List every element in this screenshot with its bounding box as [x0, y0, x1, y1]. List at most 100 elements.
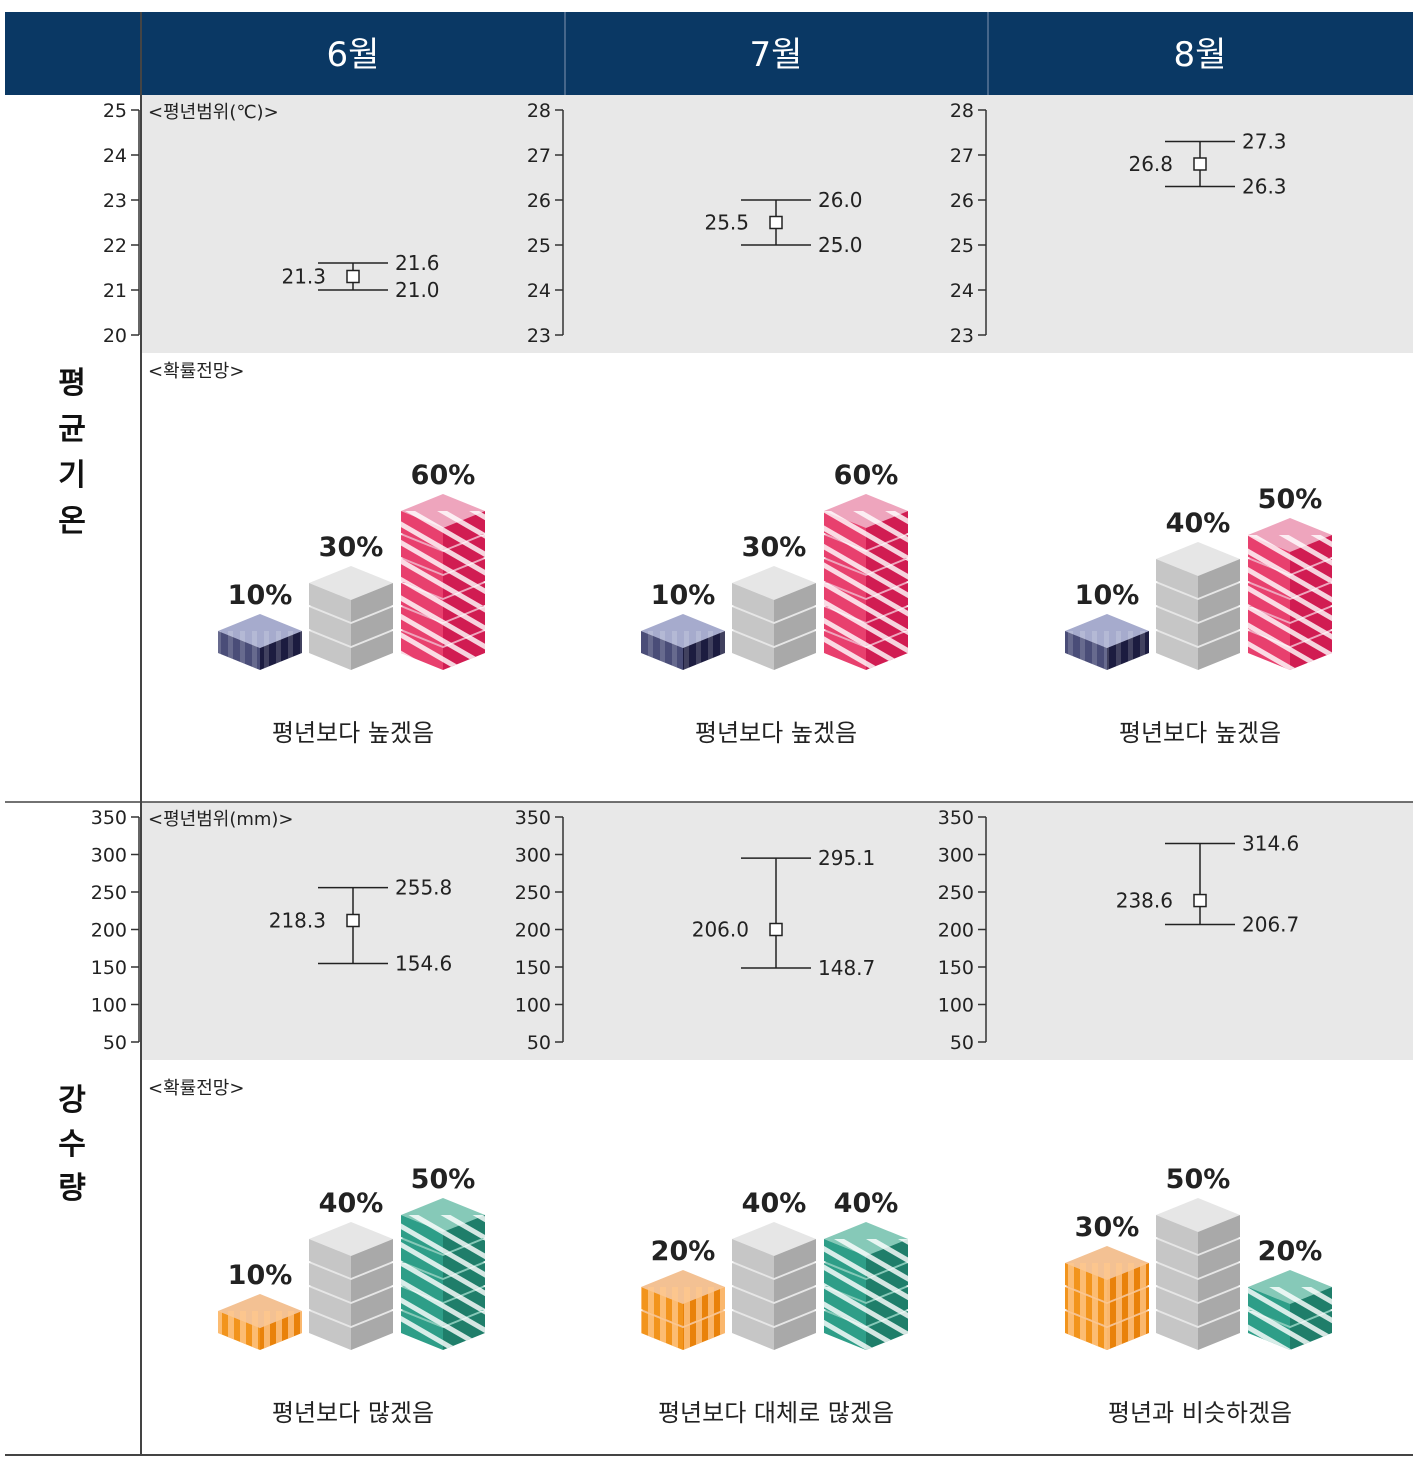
block-pattern	[1248, 631, 1332, 670]
block-pattern	[824, 607, 908, 646]
block-left-face	[732, 1311, 774, 1350]
prob-percent-label: 40%	[1166, 508, 1231, 539]
prob-percent-label: 40%	[834, 1188, 899, 1219]
block-right-face	[351, 631, 393, 670]
block-left-face	[1156, 1215, 1198, 1254]
block-pattern	[824, 583, 908, 622]
block-left-face	[732, 631, 774, 670]
block-pattern	[1065, 1263, 1149, 1302]
prob-percent-label: 40%	[319, 1188, 384, 1219]
prob-group-8	[1065, 518, 1332, 670]
block-right-face	[351, 1239, 393, 1278]
y-tick-label: 250	[91, 882, 127, 904]
range-high-label: 21.6	[395, 251, 440, 275]
block-right-face	[774, 631, 816, 670]
prob-percent-label: 50%	[1258, 484, 1323, 515]
y-tick-label: 250	[938, 882, 974, 904]
block-pattern	[401, 559, 485, 598]
block-pattern	[401, 583, 485, 622]
y-tick-label: 200	[938, 920, 974, 942]
block-left-face	[1156, 559, 1198, 598]
block-right-face	[351, 583, 393, 622]
y-tick-label: 24	[950, 280, 974, 302]
block-left-face	[732, 1287, 774, 1326]
block-pattern	[401, 511, 485, 550]
block-right-face	[774, 1311, 816, 1350]
y-tick-label: 100	[515, 995, 551, 1017]
block-pattern	[641, 1311, 725, 1350]
block-pattern	[824, 559, 908, 598]
prob-group-8	[1065, 1198, 1332, 1350]
block-pattern	[218, 1311, 302, 1350]
range-mean-marker	[1193, 893, 1207, 908]
header-bar	[5, 12, 1413, 95]
block-right-face	[774, 1263, 816, 1302]
month-header-8: 8월	[1174, 35, 1227, 75]
block-pattern	[1248, 535, 1332, 574]
block-right-face	[1198, 559, 1240, 598]
range-mean-label: 218.3	[269, 909, 326, 933]
block-pattern	[401, 1311, 485, 1350]
block-pattern	[1065, 1287, 1149, 1326]
y-tick-label: 200	[515, 920, 551, 942]
block-left-face	[309, 1239, 351, 1278]
block-right-face	[1198, 607, 1240, 646]
block-pattern	[1065, 1311, 1149, 1350]
precip-range-label: <평년범위(mm)>	[148, 809, 294, 830]
prob-summary-text: 평년보다 대체로 많겠음	[658, 1399, 894, 1427]
block-left-face	[732, 607, 774, 646]
block-pattern	[401, 1263, 485, 1302]
y-tick-label: 300	[938, 845, 974, 867]
block-right-face	[774, 1287, 816, 1326]
block-pattern	[824, 631, 908, 670]
block-left-face	[1156, 583, 1198, 622]
block-pattern	[1248, 1287, 1332, 1326]
block-pattern	[1248, 559, 1332, 598]
y-tick-label: 26	[950, 190, 974, 212]
block-right-face	[1198, 631, 1240, 670]
prob-summary-text: 평년보다 높겠음	[1119, 719, 1281, 747]
y-tick-label: 100	[938, 995, 974, 1017]
temp-prob-label: <확률전망>	[148, 361, 244, 382]
precip-row-title-char: 량	[58, 1171, 86, 1206]
block-left-face	[1156, 1311, 1198, 1350]
block-right-face	[1198, 1311, 1240, 1350]
block-left-face	[1156, 1263, 1198, 1302]
block-right-face	[1198, 1215, 1240, 1254]
prob-percent-label: 20%	[1258, 1236, 1323, 1267]
range-low-label: 25.0	[818, 233, 863, 257]
prob-percent-label: 10%	[651, 580, 716, 611]
range-high-label: 26.0	[818, 188, 863, 212]
y-tick-label: 50	[950, 1032, 974, 1054]
block-pattern	[401, 1215, 485, 1254]
y-tick-label: 350	[515, 807, 551, 829]
prob-group-7	[641, 494, 908, 670]
y-tick-label: 350	[91, 807, 127, 829]
y-tick-label: 21	[103, 280, 127, 302]
range-mean-marker	[1193, 157, 1207, 171]
y-tick-label: 23	[950, 325, 974, 347]
y-tick-label: 27	[527, 145, 551, 167]
range-mean-label: 238.6	[1116, 889, 1173, 913]
block-pattern	[401, 1287, 485, 1326]
range-high-label: 295.1	[818, 846, 875, 870]
prob-percent-label: 30%	[1075, 1212, 1140, 1243]
prob-summary-text: 평년보다 많겠음	[272, 1399, 434, 1427]
prob-summary-text: 평년보다 높겠음	[272, 719, 434, 747]
block-right-face	[1198, 1263, 1240, 1302]
block-right-face	[351, 1263, 393, 1302]
prob-percent-label: 10%	[228, 580, 293, 611]
y-tick-label: 24	[527, 280, 551, 302]
range-mean-marker	[769, 215, 783, 230]
range-mean-label: 21.3	[281, 265, 326, 289]
prob-summary-text: 평년과 비슷하겠음	[1108, 1399, 1292, 1427]
block-right-face	[351, 607, 393, 646]
block-right-face	[1198, 1287, 1240, 1326]
precip-row-title-char: 강	[58, 1083, 86, 1118]
block-pattern	[401, 607, 485, 646]
y-tick-label: 26	[527, 190, 551, 212]
block-pattern	[1065, 631, 1149, 670]
temp-row-title-char: 온	[58, 504, 86, 539]
range-high-label: 255.8	[395, 876, 452, 900]
